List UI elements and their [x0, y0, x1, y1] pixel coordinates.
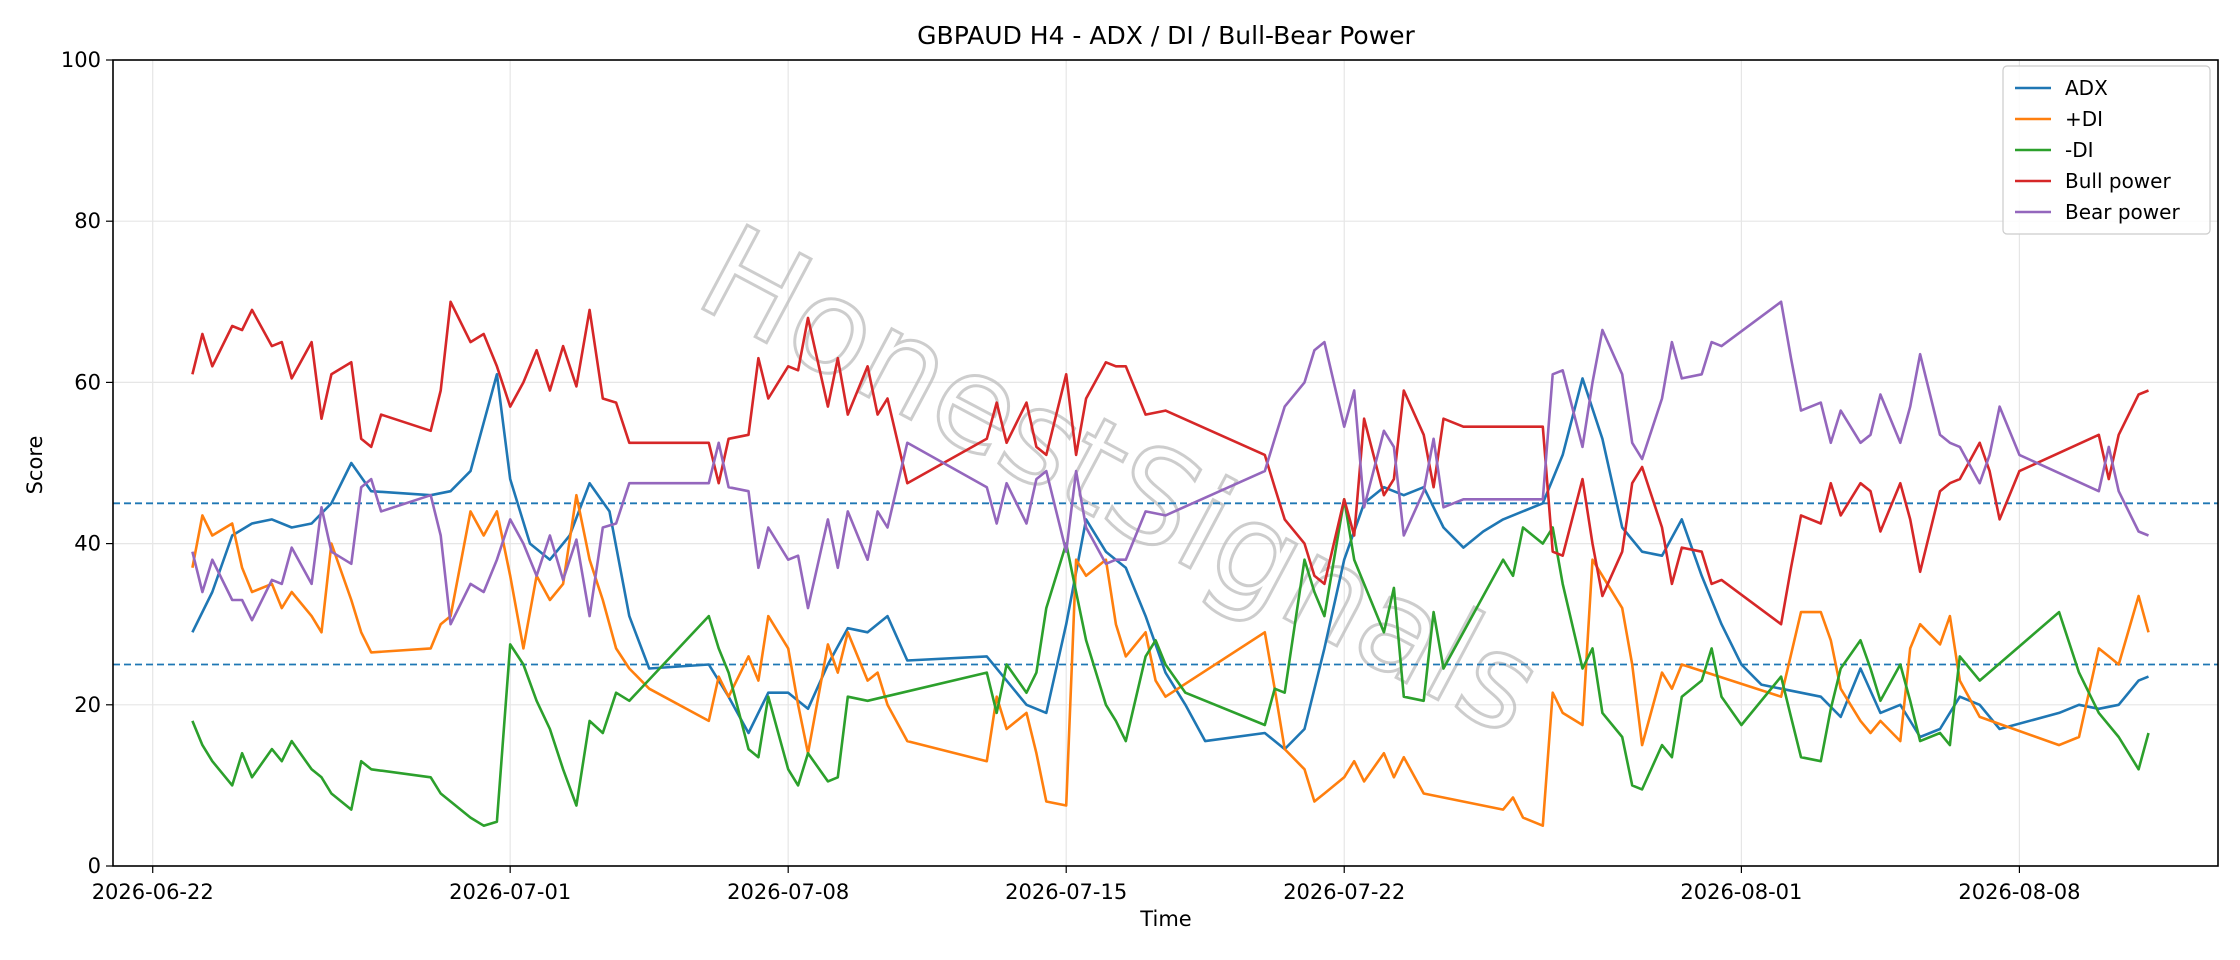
legend-label: +DI — [2065, 107, 2103, 131]
y-tick-label: 80 — [74, 209, 101, 233]
legend-label: Bear power — [2065, 200, 2180, 224]
x-tick-label: 2026-07-08 — [727, 880, 849, 904]
series-line-di — [191, 493, 2150, 828]
legend-label: ADX — [2065, 76, 2108, 100]
x-tick-label: 2026-07-15 — [1005, 880, 1127, 904]
series-line-bull-power — [191, 300, 2149, 626]
x-tick-label: 2026-06-22 — [92, 880, 214, 904]
x-tick-label: 2026-08-01 — [1680, 880, 1802, 904]
series-lines — [191, 300, 2150, 828]
x-tick-label: 2026-07-22 — [1283, 880, 1405, 904]
y-axis: 0 20 40 60 80 100 — [61, 48, 113, 878]
legend-label: Bull power — [2065, 169, 2171, 193]
legend-label: -DI — [2065, 138, 2094, 162]
chart-title: GBPAUD H4 - ADX / DI / Bull-Bear Power — [917, 21, 1415, 50]
series-line-di — [191, 497, 2150, 828]
x-tick-label: 2026-07-01 — [449, 880, 571, 904]
y-tick-label: 20 — [74, 693, 101, 717]
series-line-bear-power — [191, 300, 2149, 626]
plot-frame — [112, 59, 2219, 867]
legend: ADX +DI -DI Bull power Bear power — [2002, 65, 2211, 235]
y-tick-label: 100 — [61, 48, 101, 72]
y-axis-label: Score — [23, 436, 47, 495]
x-axis: 2026-06-22 2026-07-01 2026-07-08 2026-07-15… — [92, 866, 2080, 904]
x-axis-label: Time — [1139, 907, 1191, 931]
y-tick-label: 0 — [88, 854, 101, 878]
legend-box — [2002, 65, 2211, 235]
y-tick-label: 40 — [74, 532, 101, 556]
x-tick-label: 2026-08-08 — [1958, 880, 2080, 904]
y-tick-label: 60 — [74, 370, 101, 394]
reference-lines — [113, 502, 2218, 666]
